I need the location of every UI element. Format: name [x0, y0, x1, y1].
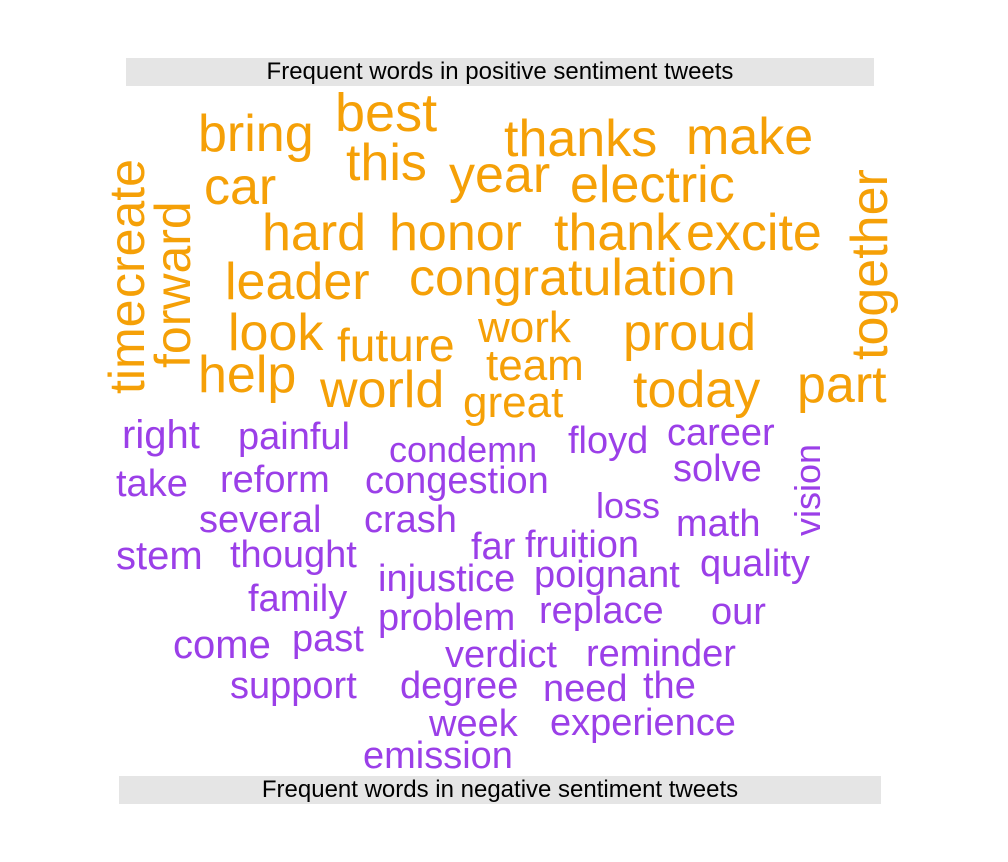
word-future: future: [337, 319, 455, 371]
word-work: work: [478, 303, 571, 352]
word-year: year: [449, 146, 551, 204]
word-today: today: [633, 361, 761, 419]
word-family: family: [248, 578, 348, 620]
word-the: the: [643, 665, 696, 707]
word-together: together: [841, 169, 899, 360]
word-support: support: [230, 665, 357, 707]
word-crash: crash: [364, 499, 457, 541]
word-fruition: fruition: [525, 524, 640, 566]
word-quality: quality: [700, 543, 810, 585]
word-thanks: thanks: [504, 110, 658, 168]
word-team: team: [486, 341, 584, 390]
word-experience: experience: [550, 702, 736, 744]
word-problem: problem: [378, 597, 516, 639]
word-several: several: [199, 499, 322, 541]
positive-title-banner: Frequent words in positive sentiment twe…: [126, 58, 874, 86]
word-our: our: [711, 591, 766, 633]
word-loss: loss: [596, 485, 661, 526]
word-reform: reform: [220, 459, 330, 501]
word-stem: stem: [116, 534, 203, 578]
word-car: car: [204, 158, 277, 216]
word-poignant: poignant: [534, 554, 680, 596]
word-take: take: [116, 463, 188, 505]
word-far: far: [471, 526, 516, 568]
word-verdict: verdict: [445, 634, 557, 676]
word-degree: degree: [400, 665, 519, 707]
word-hard: hard: [262, 204, 367, 262]
word-time: time: [99, 299, 155, 394]
word-emission: emission: [363, 735, 513, 777]
word-bring: bring: [198, 105, 314, 163]
word-solve: solve: [673, 448, 762, 490]
word-painful: painful: [238, 416, 350, 458]
word-condemn: condemn: [389, 429, 538, 470]
word-career: career: [667, 412, 775, 454]
word-proud: proud: [623, 304, 756, 362]
word-excite: excite: [686, 204, 822, 262]
word-math: math: [676, 503, 761, 545]
word-past: past: [292, 618, 364, 660]
word-need: need: [543, 668, 628, 710]
word-best: best: [335, 83, 438, 143]
word-week: week: [429, 703, 518, 745]
word-honor: honor: [389, 204, 522, 262]
word-floyd: floyd: [568, 420, 649, 462]
word-congratulation: congratulation: [409, 249, 736, 307]
word-thought: thought: [230, 534, 357, 576]
word-come: come: [173, 623, 271, 667]
word-thank: thank: [554, 204, 682, 262]
word-congestion: congestion: [365, 460, 549, 502]
word-vision: vision: [787, 443, 828, 536]
word-look: look: [228, 304, 324, 362]
word-world: world: [320, 361, 445, 419]
word-replace: replace: [539, 590, 664, 632]
word-reminder: reminder: [586, 633, 736, 675]
word-leader: leader: [225, 253, 370, 311]
negative-title-banner: Frequent words in negative sentiment twe…: [119, 776, 881, 804]
word-injustice: injustice: [378, 558, 516, 600]
word-make: make: [686, 108, 814, 166]
word-forward: forward: [145, 201, 201, 368]
word-help: help: [198, 346, 297, 404]
word-great: great: [463, 378, 564, 427]
word-this: this: [346, 134, 427, 192]
word-part: part: [797, 356, 887, 414]
word-right: right: [122, 413, 200, 457]
word-electric: electric: [570, 156, 735, 214]
